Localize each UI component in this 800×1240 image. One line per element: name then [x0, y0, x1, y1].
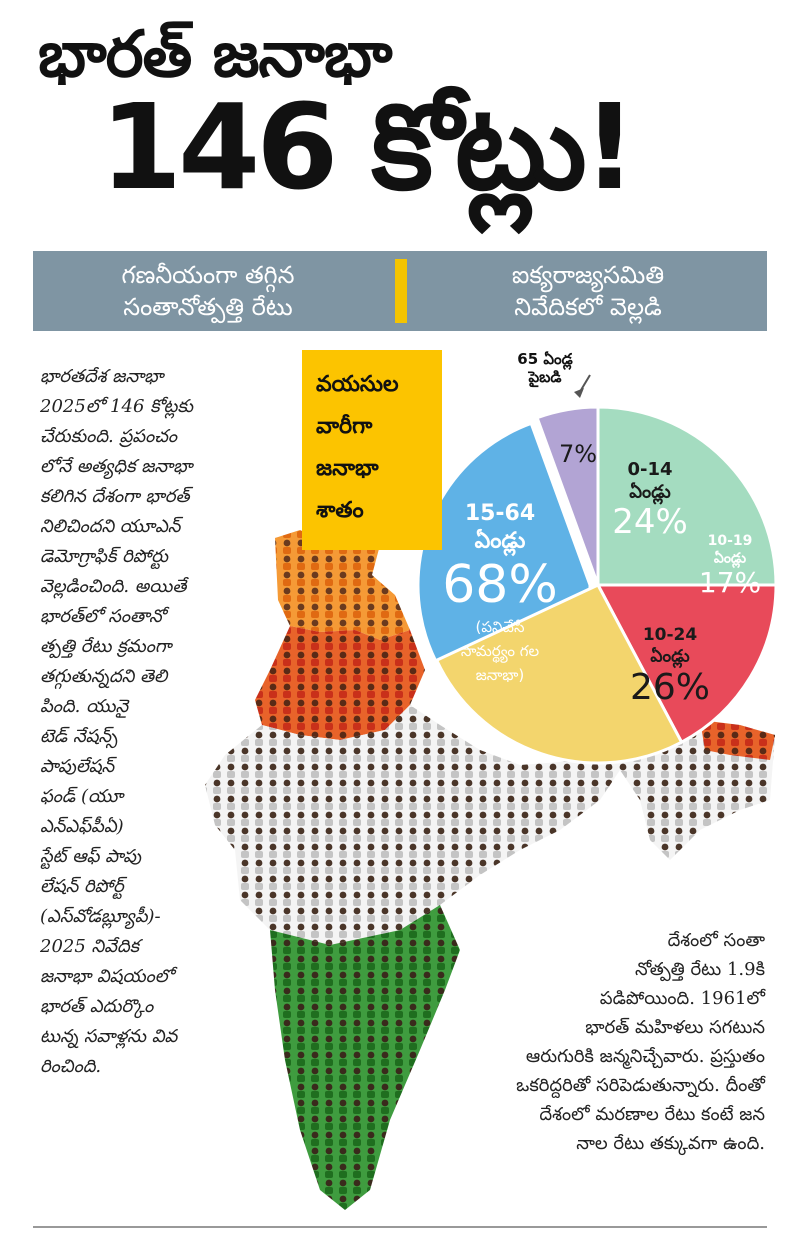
pie-slice-1 [595, 583, 778, 745]
crowd-red-region [255, 626, 425, 740]
pie-label-1: 10-19 ఏండ్లు 17% [699, 533, 761, 599]
subheading-banner: గణనీయంగా తగ్గిన సంతానోత్పత్తి రేటు ఐక్యరా… [33, 251, 767, 331]
pie-slice-2 [434, 583, 684, 765]
pie-label-3: 15-64 ఏండ్లు 68% (పనిచేసే సామర్థ్యం గల జనాభా) [442, 501, 558, 684]
intro-article-text: భారతదేశ జనాభా 2025లో 146 కోట్లకు చేరుకుం… [40, 366, 193, 1077]
india-crowd-map-illustration [205, 530, 775, 1210]
age-wise-population-text: వయసుల వారీగా జనాభా శాతం [316, 372, 399, 523]
pie-label-4: 7% [559, 440, 597, 468]
callout-65-plus: 65 ఏండ్ల పైబడి [517, 350, 572, 388]
fertility-article-text: దేశంలో సంతా నోత్పత్తి రేటు 1.9కి పడిపోయి… [516, 930, 765, 1154]
age-wise-population-label: వయసుల వారీగా జనాభా శాతం [302, 350, 442, 550]
crowd-red-east [700, 720, 775, 760]
banner-right-text: ఐక్యరాజ్యసమితి నివేదికలో వెల్లడి [511, 261, 665, 321]
banner-left-text: గణనీయంగా తగ్గిన సంతానోత్పత్తి రేటు [121, 261, 295, 321]
headline-line2: 146 కోట్లు! [100, 78, 637, 216]
bottom-divider [33, 1226, 767, 1228]
pie-slice-4 [535, 405, 600, 586]
pie-slice-0 [596, 405, 778, 587]
crowd-white-region [205, 705, 620, 945]
pie-label-0: 0-14 ఏండ్లు 24% [612, 459, 688, 542]
crowd-saffron-region [275, 530, 410, 640]
callout-arrowhead [574, 388, 584, 398]
headline-line1: భారత్ జనాభా [38, 18, 393, 92]
crowd-green-region [270, 905, 460, 1210]
pie-label-2: 10-24 ఏండ్లు 26% [630, 625, 710, 708]
banner-divider [395, 259, 407, 323]
